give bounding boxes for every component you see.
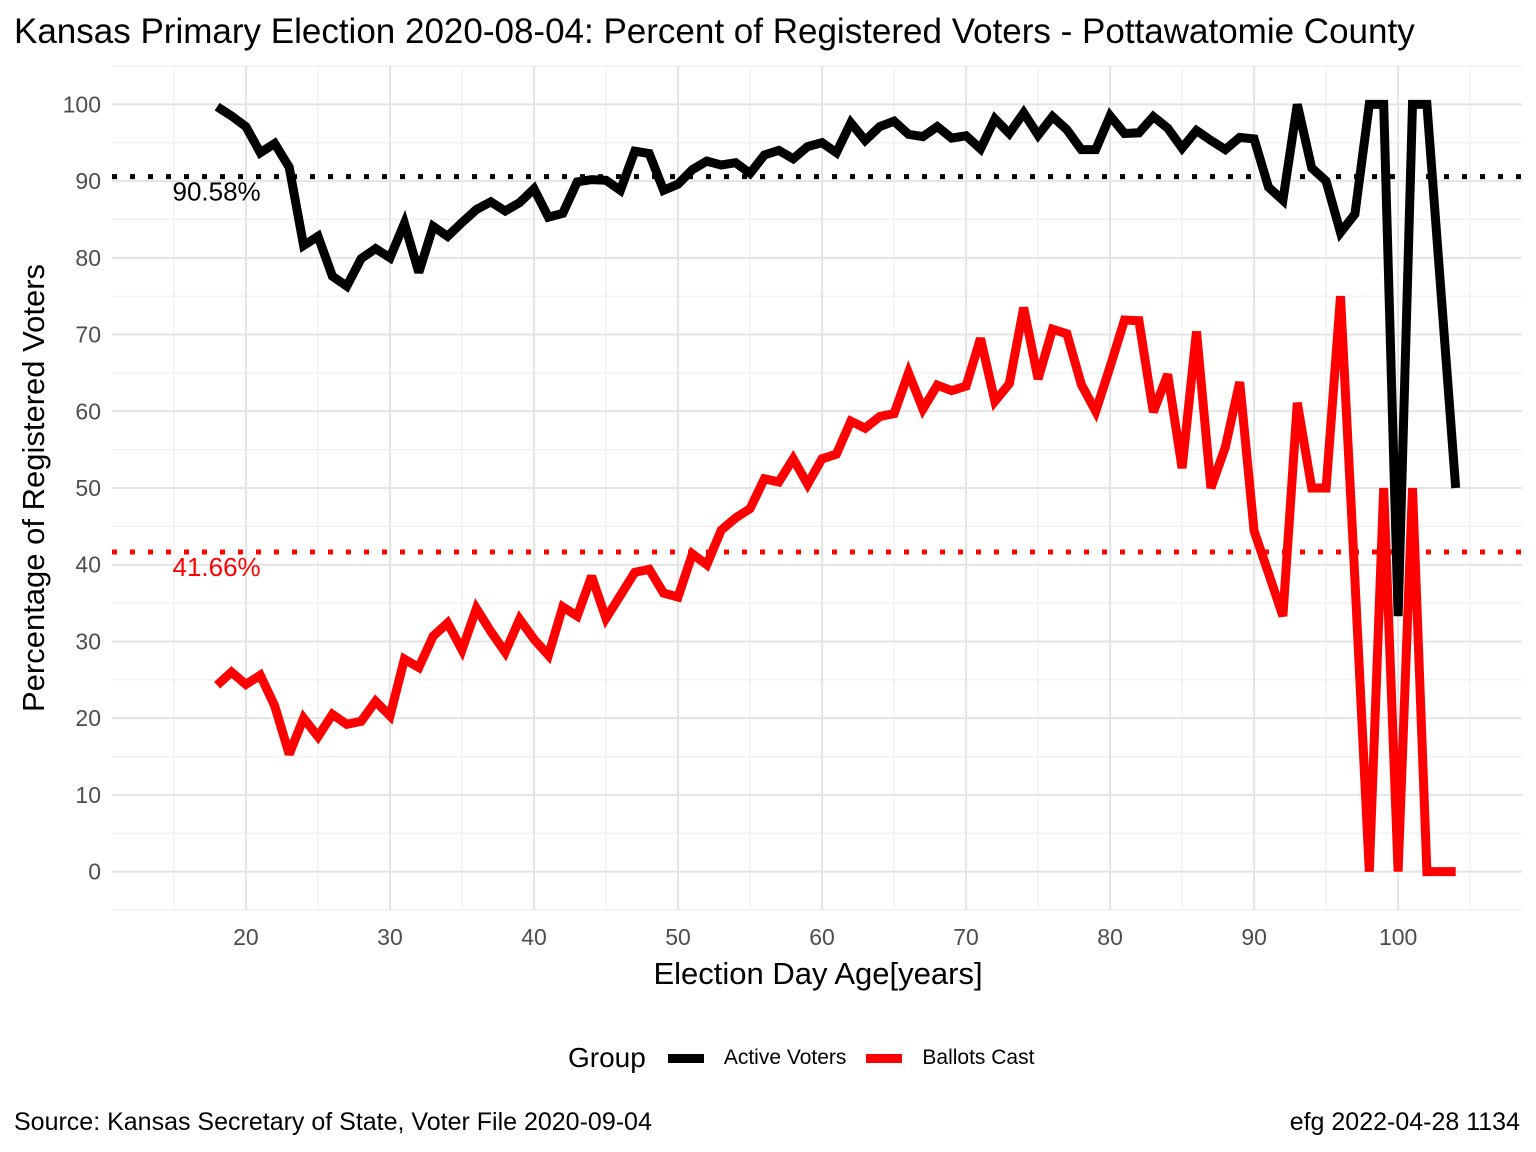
reference-labels: 90.58% 41.66% — [172, 177, 260, 582]
legend-label-ballots-cast: Ballots Cast — [922, 1046, 1035, 1069]
series-line-active-voters — [214, 99, 1461, 617]
x-tick-label: 20 — [233, 924, 259, 950]
minor-gridlines — [112, 65, 1522, 911]
legend-key-ballots-cast — [866, 1053, 903, 1063]
legend-item-ballots-cast: Ballots Cast — [866, 1046, 1034, 1070]
legend-title: Group — [568, 1042, 646, 1073]
legend-key-active-voters — [667, 1053, 704, 1063]
y-tick-label: 20 — [75, 705, 101, 731]
series-line-ballots-cast — [214, 295, 1456, 877]
x-tick-label: 90 — [1241, 924, 1267, 950]
legend: Group Active Voters Ballots Cast — [568, 1042, 1054, 1074]
y-tick-label: 50 — [75, 475, 101, 501]
x-tick-label: 30 — [377, 924, 403, 950]
y-axis-label: Percentage of Registered Voters — [16, 263, 51, 713]
x-axis-ticks: 20 30 40 50 60 70 80 90 100 — [233, 924, 1417, 950]
y-tick-label: 80 — [75, 245, 101, 271]
y-tick-label: 30 — [75, 628, 101, 654]
x-tick-label: 40 — [521, 924, 547, 950]
y-tick-label: 100 — [63, 91, 101, 117]
y-tick-label: 10 — [75, 782, 101, 808]
x-tick-label: 60 — [809, 924, 835, 950]
x-tick-label: 100 — [1379, 924, 1417, 950]
legend-label-active-voters: Active Voters — [723, 1046, 847, 1069]
author-caption: efg 2022-04-28 1134 — [1289, 1108, 1520, 1136]
chart-title: Kansas Primary Election 2020-08-04: Perc… — [14, 12, 1415, 51]
y-tick-label: 40 — [75, 552, 101, 578]
legend-item-active-voters: Active Voters — [667, 1046, 847, 1070]
y-tick-label: 70 — [75, 322, 101, 348]
y-tick-label: 0 — [88, 859, 101, 885]
x-axis-label: Election Day Age[years] — [653, 956, 983, 991]
x-tick-label: 70 — [953, 924, 979, 950]
y-tick-label: 90 — [75, 168, 101, 194]
y-axis-ticks: 0 10 20 30 40 50 60 70 80 90 100 — [63, 91, 101, 884]
source-caption: Source: Kansas Secretary of State, Voter… — [14, 1108, 652, 1136]
x-tick-label: 50 — [665, 924, 691, 950]
series-lines — [214, 99, 1461, 877]
reference-label: 41.66% — [172, 552, 260, 582]
x-tick-label: 80 — [1097, 924, 1123, 950]
y-tick-label: 60 — [75, 398, 101, 424]
reference-label: 90.58% — [172, 177, 260, 207]
reference-lines — [112, 174, 1522, 555]
